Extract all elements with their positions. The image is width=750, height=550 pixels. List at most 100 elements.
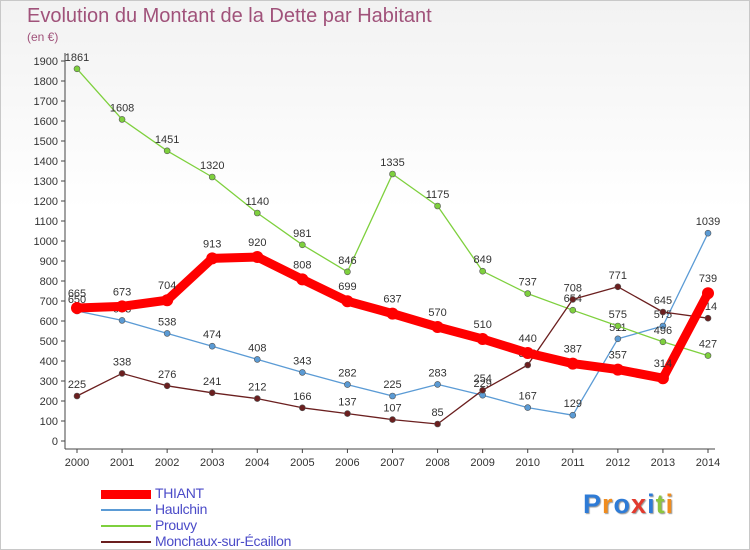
data-label-prouvy: 1608	[110, 102, 134, 114]
y-tick-label: 500	[40, 336, 58, 348]
data-label-prouvy: 1175	[426, 189, 450, 201]
data-label-prouvy: 1320	[200, 160, 224, 172]
y-tick-label: 100	[40, 416, 58, 428]
data-label-monchaux-sur-ecaillon: 254	[473, 373, 491, 385]
data-point-prouvy	[299, 241, 306, 249]
data-point-haulchin	[118, 317, 126, 324]
data-label-thiant: 387	[564, 344, 582, 356]
x-tick-label: 2010	[515, 457, 539, 469]
data-label-haulchin: 474	[203, 329, 221, 341]
data-point-monchaux-sur-ecaillon	[299, 404, 306, 412]
logo-letter: t	[655, 489, 666, 519]
data-point-monchaux-sur-ecaillon	[118, 370, 126, 377]
data-point-thiant	[251, 251, 264, 263]
logo-letter: r	[602, 489, 614, 519]
x-tick-label: 2011	[561, 457, 585, 469]
y-tick-label: 700	[40, 296, 58, 308]
data-point-prouvy	[118, 116, 126, 123]
data-label-thiant: 357	[609, 350, 627, 362]
data-label-prouvy: 1140	[245, 196, 269, 208]
logo-letter: o	[613, 489, 632, 519]
legend-swatch	[101, 541, 151, 543]
legend-label: Prouvy	[155, 517, 197, 533]
data-label-thiant: 808	[293, 259, 311, 271]
data-label-thiant: 704	[158, 280, 176, 292]
data-label-prouvy: 849	[473, 254, 491, 266]
y-tick-label: 1700	[34, 96, 58, 108]
x-tick-label: 2003	[200, 457, 224, 469]
x-tick-label: 2002	[155, 457, 179, 469]
data-point-monchaux-sur-ecaillon	[253, 395, 261, 402]
y-tick-label: 1000	[34, 236, 58, 248]
data-point-haulchin	[569, 411, 577, 419]
data-label-monchaux-sur-ecaillon: 212	[248, 382, 266, 394]
data-label-monchaux-sur-ecaillon: 276	[158, 369, 176, 381]
data-point-prouvy	[208, 173, 216, 181]
data-point-haulchin	[299, 369, 306, 376]
data-label-prouvy: 427	[699, 339, 717, 351]
y-tick-label: 0	[52, 436, 58, 448]
data-point-monchaux-sur-ecaillon	[479, 386, 486, 394]
y-tick-label: 400	[40, 356, 58, 368]
data-label-haulchin: 167	[519, 391, 537, 403]
data-label-monchaux-sur-ecaillon: 645	[654, 295, 672, 307]
x-tick-label: 2004	[245, 457, 269, 469]
data-label-monchaux-sur-ecaillon: 708	[564, 282, 582, 294]
data-point-prouvy	[704, 352, 712, 359]
x-tick-label: 2008	[425, 457, 449, 469]
data-point-haulchin	[163, 330, 171, 337]
y-tick-label: 1800	[34, 76, 58, 88]
data-point-monchaux-sur-ecaillon	[704, 314, 712, 322]
data-label-monchaux-sur-ecaillon: 225	[68, 379, 86, 391]
data-point-thiant	[476, 333, 489, 345]
y-tick-label: 900	[40, 256, 58, 268]
data-point-thiant	[386, 307, 399, 320]
data-label-thiant: 440	[519, 333, 537, 345]
data-point-monchaux-sur-ecaillon	[569, 296, 577, 303]
chart-title: Evolution du Montant de la Dette par Hab…	[27, 5, 432, 27]
data-point-prouvy	[614, 322, 622, 330]
data-label-haulchin: 282	[338, 368, 356, 380]
data-label-prouvy: 846	[338, 255, 356, 267]
data-point-prouvy	[73, 65, 81, 73]
x-tick-label: 2007	[380, 457, 404, 469]
data-label-thiant: 739	[699, 273, 717, 285]
data-point-thiant	[611, 363, 624, 376]
y-tick-label: 1300	[34, 176, 58, 188]
logo-letter: P	[583, 489, 603, 519]
data-point-thiant	[702, 287, 714, 300]
data-label-monchaux-sur-ecaillon: 85	[431, 407, 443, 419]
data-point-haulchin	[208, 342, 216, 350]
data-point-prouvy	[389, 170, 396, 178]
data-label-thiant: 699	[338, 281, 356, 293]
data-point-thiant	[161, 294, 174, 307]
x-tick-label: 2006	[335, 457, 359, 469]
data-point-haulchin	[704, 229, 712, 237]
y-tick-label: 600	[40, 316, 58, 328]
data-point-thiant	[71, 302, 83, 314]
data-point-haulchin	[614, 335, 622, 343]
data-label-prouvy: 575	[609, 309, 627, 321]
data-label-haulchin: 343	[293, 355, 311, 367]
data-label-haulchin: 283	[428, 367, 446, 379]
data-point-monchaux-sur-ecaillon	[614, 283, 622, 291]
data-point-monchaux-sur-ecaillon	[524, 361, 532, 369]
data-point-prouvy	[344, 268, 351, 276]
legend-swatch	[101, 489, 151, 499]
data-point-thiant	[116, 300, 129, 313]
data-label-haulchin: 129	[564, 398, 582, 410]
data-point-haulchin	[434, 381, 441, 388]
data-point-monchaux-sur-ecaillon	[434, 420, 441, 428]
x-tick-label: 2009	[470, 457, 494, 469]
data-label-thiant: 570	[428, 307, 446, 319]
data-point-monchaux-sur-ecaillon	[208, 389, 216, 397]
x-tick-label: 2014	[696, 457, 720, 469]
data-point-prouvy	[659, 338, 667, 346]
data-point-prouvy	[163, 147, 171, 155]
logo-letter: i	[647, 489, 656, 519]
chart-subtitle: (en €)	[27, 30, 59, 44]
data-point-monchaux-sur-ecaillon	[389, 416, 396, 423]
data-point-monchaux-sur-ecaillon	[73, 392, 81, 400]
x-tick-label: 2013	[651, 457, 675, 469]
data-point-thiant	[341, 295, 354, 308]
